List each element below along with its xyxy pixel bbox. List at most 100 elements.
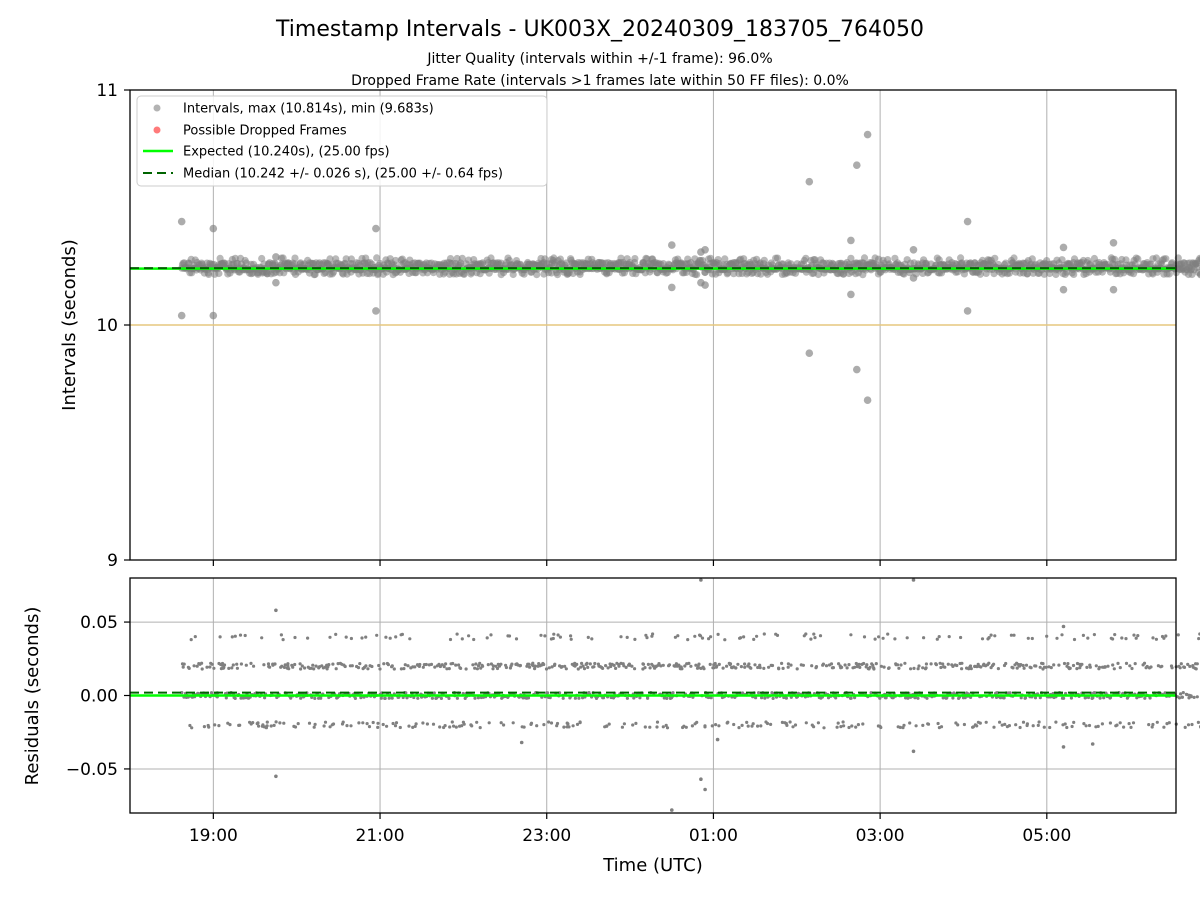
residual-point — [812, 725, 815, 728]
residual-point — [1089, 666, 1092, 669]
residual-point — [717, 724, 720, 727]
residual-point — [812, 633, 815, 636]
residual-outlier-point — [912, 578, 916, 582]
residual-point — [938, 635, 941, 638]
residual-point — [470, 724, 473, 727]
residual-point — [190, 726, 193, 729]
residual-point — [1060, 633, 1063, 636]
residual-point — [1045, 635, 1048, 638]
residual-point — [275, 720, 278, 723]
residual-point — [1065, 726, 1068, 729]
residual-point — [1115, 724, 1118, 727]
residual-point — [689, 665, 692, 668]
residual-point — [709, 635, 712, 638]
residual-outlier-point — [670, 808, 674, 812]
residual-point — [384, 697, 387, 700]
residual-point — [451, 662, 454, 665]
residual-point — [203, 725, 206, 728]
x-tick-label: 19:00 — [189, 826, 238, 846]
residual-point — [613, 664, 616, 667]
interval-outlier-point — [806, 178, 814, 186]
residual-outlier-point — [703, 788, 707, 792]
residual-point — [505, 666, 508, 669]
residual-point — [257, 725, 260, 728]
residual-point — [444, 662, 447, 665]
residual-point — [899, 663, 902, 666]
residual-point — [714, 723, 717, 726]
residual-point — [959, 636, 962, 639]
residual-point — [251, 721, 254, 724]
residual-point — [740, 665, 743, 668]
residual-point — [1122, 726, 1125, 729]
residual-point — [849, 633, 852, 636]
interval-point — [861, 254, 868, 261]
interval-outlier-point — [1110, 286, 1118, 294]
residual-point — [1119, 721, 1122, 724]
residual-point — [244, 634, 247, 637]
residual-point — [456, 697, 459, 700]
residual-point — [1188, 665, 1191, 668]
residual-point — [623, 722, 626, 725]
residual-point — [319, 697, 322, 700]
residual-point — [382, 662, 385, 665]
residual-point — [527, 696, 530, 699]
residual-point — [734, 666, 737, 669]
residual-point — [230, 666, 233, 669]
residual-point — [1180, 662, 1183, 665]
residual-point — [539, 634, 542, 637]
residual-point — [878, 697, 881, 700]
residual-point — [401, 633, 404, 636]
residual-point — [550, 721, 553, 724]
residual-point — [1054, 721, 1057, 724]
residual-point — [619, 635, 622, 638]
interval-outlier-point — [964, 307, 972, 315]
residual-point — [1030, 666, 1033, 669]
residual-point — [723, 638, 726, 641]
residual-point — [406, 664, 409, 667]
residual-point — [817, 721, 820, 724]
residual-point — [1119, 666, 1122, 669]
residual-point — [903, 662, 906, 665]
residual-point — [858, 663, 861, 666]
residual-outlier-point — [912, 750, 916, 754]
residual-point — [647, 663, 650, 666]
residual-point — [1073, 638, 1076, 641]
residual-point — [847, 663, 850, 666]
residual-point — [389, 637, 392, 640]
interval-point — [291, 255, 298, 262]
residual-point — [1111, 663, 1114, 666]
legend: Intervals, max (10.814s), min (9.683s) P… — [137, 96, 547, 186]
residuals-y-tick-label: −0.05 — [66, 760, 118, 780]
residual-point — [1038, 720, 1041, 723]
legend-expected-label: Expected (10.240s), (25.00 fps) — [183, 145, 390, 160]
residual-point — [1080, 663, 1083, 666]
residual-point — [395, 721, 398, 724]
residual-point — [642, 663, 645, 666]
residual-point — [877, 635, 880, 638]
residual-point — [1004, 662, 1007, 665]
residual-point — [448, 725, 451, 728]
residual-point — [556, 722, 559, 725]
residual-point — [546, 691, 549, 694]
residual-point — [236, 667, 239, 670]
residual-point — [927, 723, 930, 726]
residual-point — [743, 666, 746, 669]
interval-outlier-point — [1110, 239, 1118, 247]
residual-point — [1052, 663, 1055, 666]
residual-point — [722, 667, 725, 670]
residual-point — [1011, 666, 1014, 669]
residual-point — [1190, 723, 1193, 726]
residual-point — [648, 726, 651, 729]
residual-point — [562, 726, 565, 729]
residual-point — [1085, 724, 1088, 727]
residual-point — [238, 724, 241, 727]
residual-point — [332, 722, 335, 725]
residual-point — [1111, 637, 1114, 640]
residual-point — [625, 666, 628, 669]
residual-point — [465, 667, 468, 670]
residual-point — [433, 691, 436, 694]
residual-point — [671, 691, 674, 694]
residual-point — [351, 664, 354, 667]
residual-point — [1072, 721, 1075, 724]
